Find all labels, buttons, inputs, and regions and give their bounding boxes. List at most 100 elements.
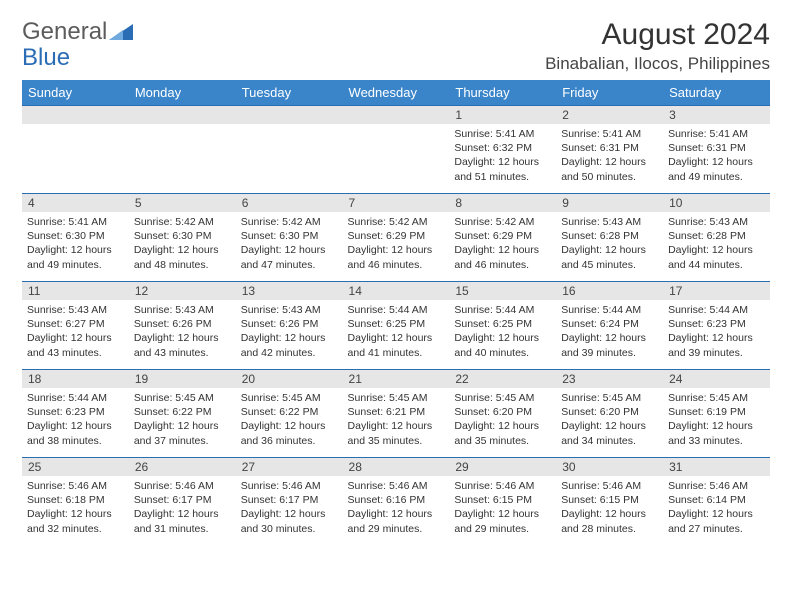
day-details: Sunrise: 5:43 AMSunset: 6:28 PMDaylight:… [663, 212, 770, 275]
day-details: Sunrise: 5:44 AMSunset: 6:23 PMDaylight:… [22, 388, 129, 451]
sunrise-text: Sunrise: 5:44 AM [454, 303, 551, 317]
week-row: 11Sunrise: 5:43 AMSunset: 6:27 PMDayligh… [22, 282, 770, 370]
header: General August 2024 Binabalian, Ilocos, … [22, 18, 770, 74]
day-number: 30 [556, 458, 663, 476]
sunset-text: Sunset: 6:14 PM [668, 493, 765, 507]
sunrise-text: Sunrise: 5:45 AM [668, 391, 765, 405]
day-cell: 19Sunrise: 5:45 AMSunset: 6:22 PMDayligh… [129, 370, 236, 458]
sunrise-text: Sunrise: 5:42 AM [454, 215, 551, 229]
day-details: Sunrise: 5:46 AMSunset: 6:17 PMDaylight:… [129, 476, 236, 539]
sunrise-text: Sunrise: 5:44 AM [561, 303, 658, 317]
day-number: 21 [343, 370, 450, 388]
day-cell: 13Sunrise: 5:43 AMSunset: 6:26 PMDayligh… [236, 282, 343, 370]
sunset-text: Sunset: 6:22 PM [134, 405, 231, 419]
sunset-text: Sunset: 6:15 PM [454, 493, 551, 507]
sunrise-text: Sunrise: 5:42 AM [241, 215, 338, 229]
sunrise-text: Sunrise: 5:41 AM [454, 127, 551, 141]
day-details [343, 124, 450, 130]
sunrise-text: Sunrise: 5:46 AM [134, 479, 231, 493]
day-cell: 4Sunrise: 5:41 AMSunset: 6:30 PMDaylight… [22, 194, 129, 282]
day-details: Sunrise: 5:41 AMSunset: 6:30 PMDaylight:… [22, 212, 129, 275]
calendar-page: General August 2024 Binabalian, Ilocos, … [0, 0, 792, 546]
sunset-text: Sunset: 6:29 PM [454, 229, 551, 243]
day-cell [343, 106, 450, 194]
weekday-header: Sunday [22, 80, 129, 106]
sunrise-text: Sunrise: 5:41 AM [27, 215, 124, 229]
sunrise-text: Sunrise: 5:44 AM [348, 303, 445, 317]
daylight-text: Daylight: 12 hours and 46 minutes. [348, 243, 445, 271]
sunrise-text: Sunrise: 5:46 AM [348, 479, 445, 493]
sunset-text: Sunset: 6:27 PM [27, 317, 124, 331]
day-number: 31 [663, 458, 770, 476]
daylight-text: Daylight: 12 hours and 35 minutes. [348, 419, 445, 447]
day-cell: 2Sunrise: 5:41 AMSunset: 6:31 PMDaylight… [556, 106, 663, 194]
daylight-text: Daylight: 12 hours and 37 minutes. [134, 419, 231, 447]
day-details: Sunrise: 5:45 AMSunset: 6:21 PMDaylight:… [343, 388, 450, 451]
week-row: 4Sunrise: 5:41 AMSunset: 6:30 PMDaylight… [22, 194, 770, 282]
brand-text-2-wrap: Blue [22, 44, 70, 72]
sunset-text: Sunset: 6:26 PM [134, 317, 231, 331]
day-cell: 9Sunrise: 5:43 AMSunset: 6:28 PMDaylight… [556, 194, 663, 282]
sunrise-text: Sunrise: 5:43 AM [134, 303, 231, 317]
sunrise-text: Sunrise: 5:41 AM [561, 127, 658, 141]
daylight-text: Daylight: 12 hours and 45 minutes. [561, 243, 658, 271]
daylight-text: Daylight: 12 hours and 48 minutes. [134, 243, 231, 271]
day-cell [22, 106, 129, 194]
day-cell: 7Sunrise: 5:42 AMSunset: 6:29 PMDaylight… [343, 194, 450, 282]
sunset-text: Sunset: 6:18 PM [27, 493, 124, 507]
day-cell: 27Sunrise: 5:46 AMSunset: 6:17 PMDayligh… [236, 458, 343, 546]
sunset-text: Sunset: 6:23 PM [668, 317, 765, 331]
day-details: Sunrise: 5:44 AMSunset: 6:24 PMDaylight:… [556, 300, 663, 363]
day-number: 18 [22, 370, 129, 388]
day-details: Sunrise: 5:45 AMSunset: 6:19 PMDaylight:… [663, 388, 770, 451]
day-number: 15 [449, 282, 556, 300]
day-number: 24 [663, 370, 770, 388]
day-number: 1 [449, 106, 556, 124]
daylight-text: Daylight: 12 hours and 29 minutes. [454, 507, 551, 535]
sunrise-text: Sunrise: 5:46 AM [561, 479, 658, 493]
title-block: August 2024 Binabalian, Ilocos, Philippi… [545, 18, 770, 74]
day-number: 28 [343, 458, 450, 476]
day-cell: 5Sunrise: 5:42 AMSunset: 6:30 PMDaylight… [129, 194, 236, 282]
day-details: Sunrise: 5:42 AMSunset: 6:30 PMDaylight:… [236, 212, 343, 275]
day-cell: 12Sunrise: 5:43 AMSunset: 6:26 PMDayligh… [129, 282, 236, 370]
day-number: 7 [343, 194, 450, 212]
daylight-text: Daylight: 12 hours and 36 minutes. [241, 419, 338, 447]
sunrise-text: Sunrise: 5:46 AM [454, 479, 551, 493]
day-cell: 11Sunrise: 5:43 AMSunset: 6:27 PMDayligh… [22, 282, 129, 370]
day-number [236, 106, 343, 124]
day-details: Sunrise: 5:43 AMSunset: 6:26 PMDaylight:… [129, 300, 236, 363]
sunrise-text: Sunrise: 5:42 AM [348, 215, 445, 229]
day-number: 27 [236, 458, 343, 476]
day-cell: 14Sunrise: 5:44 AMSunset: 6:25 PMDayligh… [343, 282, 450, 370]
day-cell: 22Sunrise: 5:45 AMSunset: 6:20 PMDayligh… [449, 370, 556, 458]
daylight-text: Daylight: 12 hours and 35 minutes. [454, 419, 551, 447]
day-cell: 23Sunrise: 5:45 AMSunset: 6:20 PMDayligh… [556, 370, 663, 458]
day-details: Sunrise: 5:44 AMSunset: 6:25 PMDaylight:… [449, 300, 556, 363]
sunrise-text: Sunrise: 5:45 AM [454, 391, 551, 405]
sunrise-text: Sunrise: 5:44 AM [27, 391, 124, 405]
day-details: Sunrise: 5:43 AMSunset: 6:28 PMDaylight:… [556, 212, 663, 275]
day-number: 26 [129, 458, 236, 476]
day-details: Sunrise: 5:46 AMSunset: 6:18 PMDaylight:… [22, 476, 129, 539]
day-cell: 29Sunrise: 5:46 AMSunset: 6:15 PMDayligh… [449, 458, 556, 546]
day-cell: 8Sunrise: 5:42 AMSunset: 6:29 PMDaylight… [449, 194, 556, 282]
sunset-text: Sunset: 6:26 PM [241, 317, 338, 331]
day-number: 16 [556, 282, 663, 300]
day-number: 8 [449, 194, 556, 212]
sunset-text: Sunset: 6:25 PM [348, 317, 445, 331]
day-number: 20 [236, 370, 343, 388]
sunrise-text: Sunrise: 5:46 AM [27, 479, 124, 493]
daylight-text: Daylight: 12 hours and 49 minutes. [27, 243, 124, 271]
day-number: 23 [556, 370, 663, 388]
weekday-header: Thursday [449, 80, 556, 106]
sunset-text: Sunset: 6:30 PM [134, 229, 231, 243]
day-number: 22 [449, 370, 556, 388]
day-details: Sunrise: 5:42 AMSunset: 6:30 PMDaylight:… [129, 212, 236, 275]
daylight-text: Daylight: 12 hours and 39 minutes. [561, 331, 658, 359]
brand-text-1: General [22, 18, 107, 46]
daylight-text: Daylight: 12 hours and 47 minutes. [241, 243, 338, 271]
sunset-text: Sunset: 6:31 PM [561, 141, 658, 155]
brand-triangle-icon [109, 22, 135, 42]
day-cell: 21Sunrise: 5:45 AMSunset: 6:21 PMDayligh… [343, 370, 450, 458]
